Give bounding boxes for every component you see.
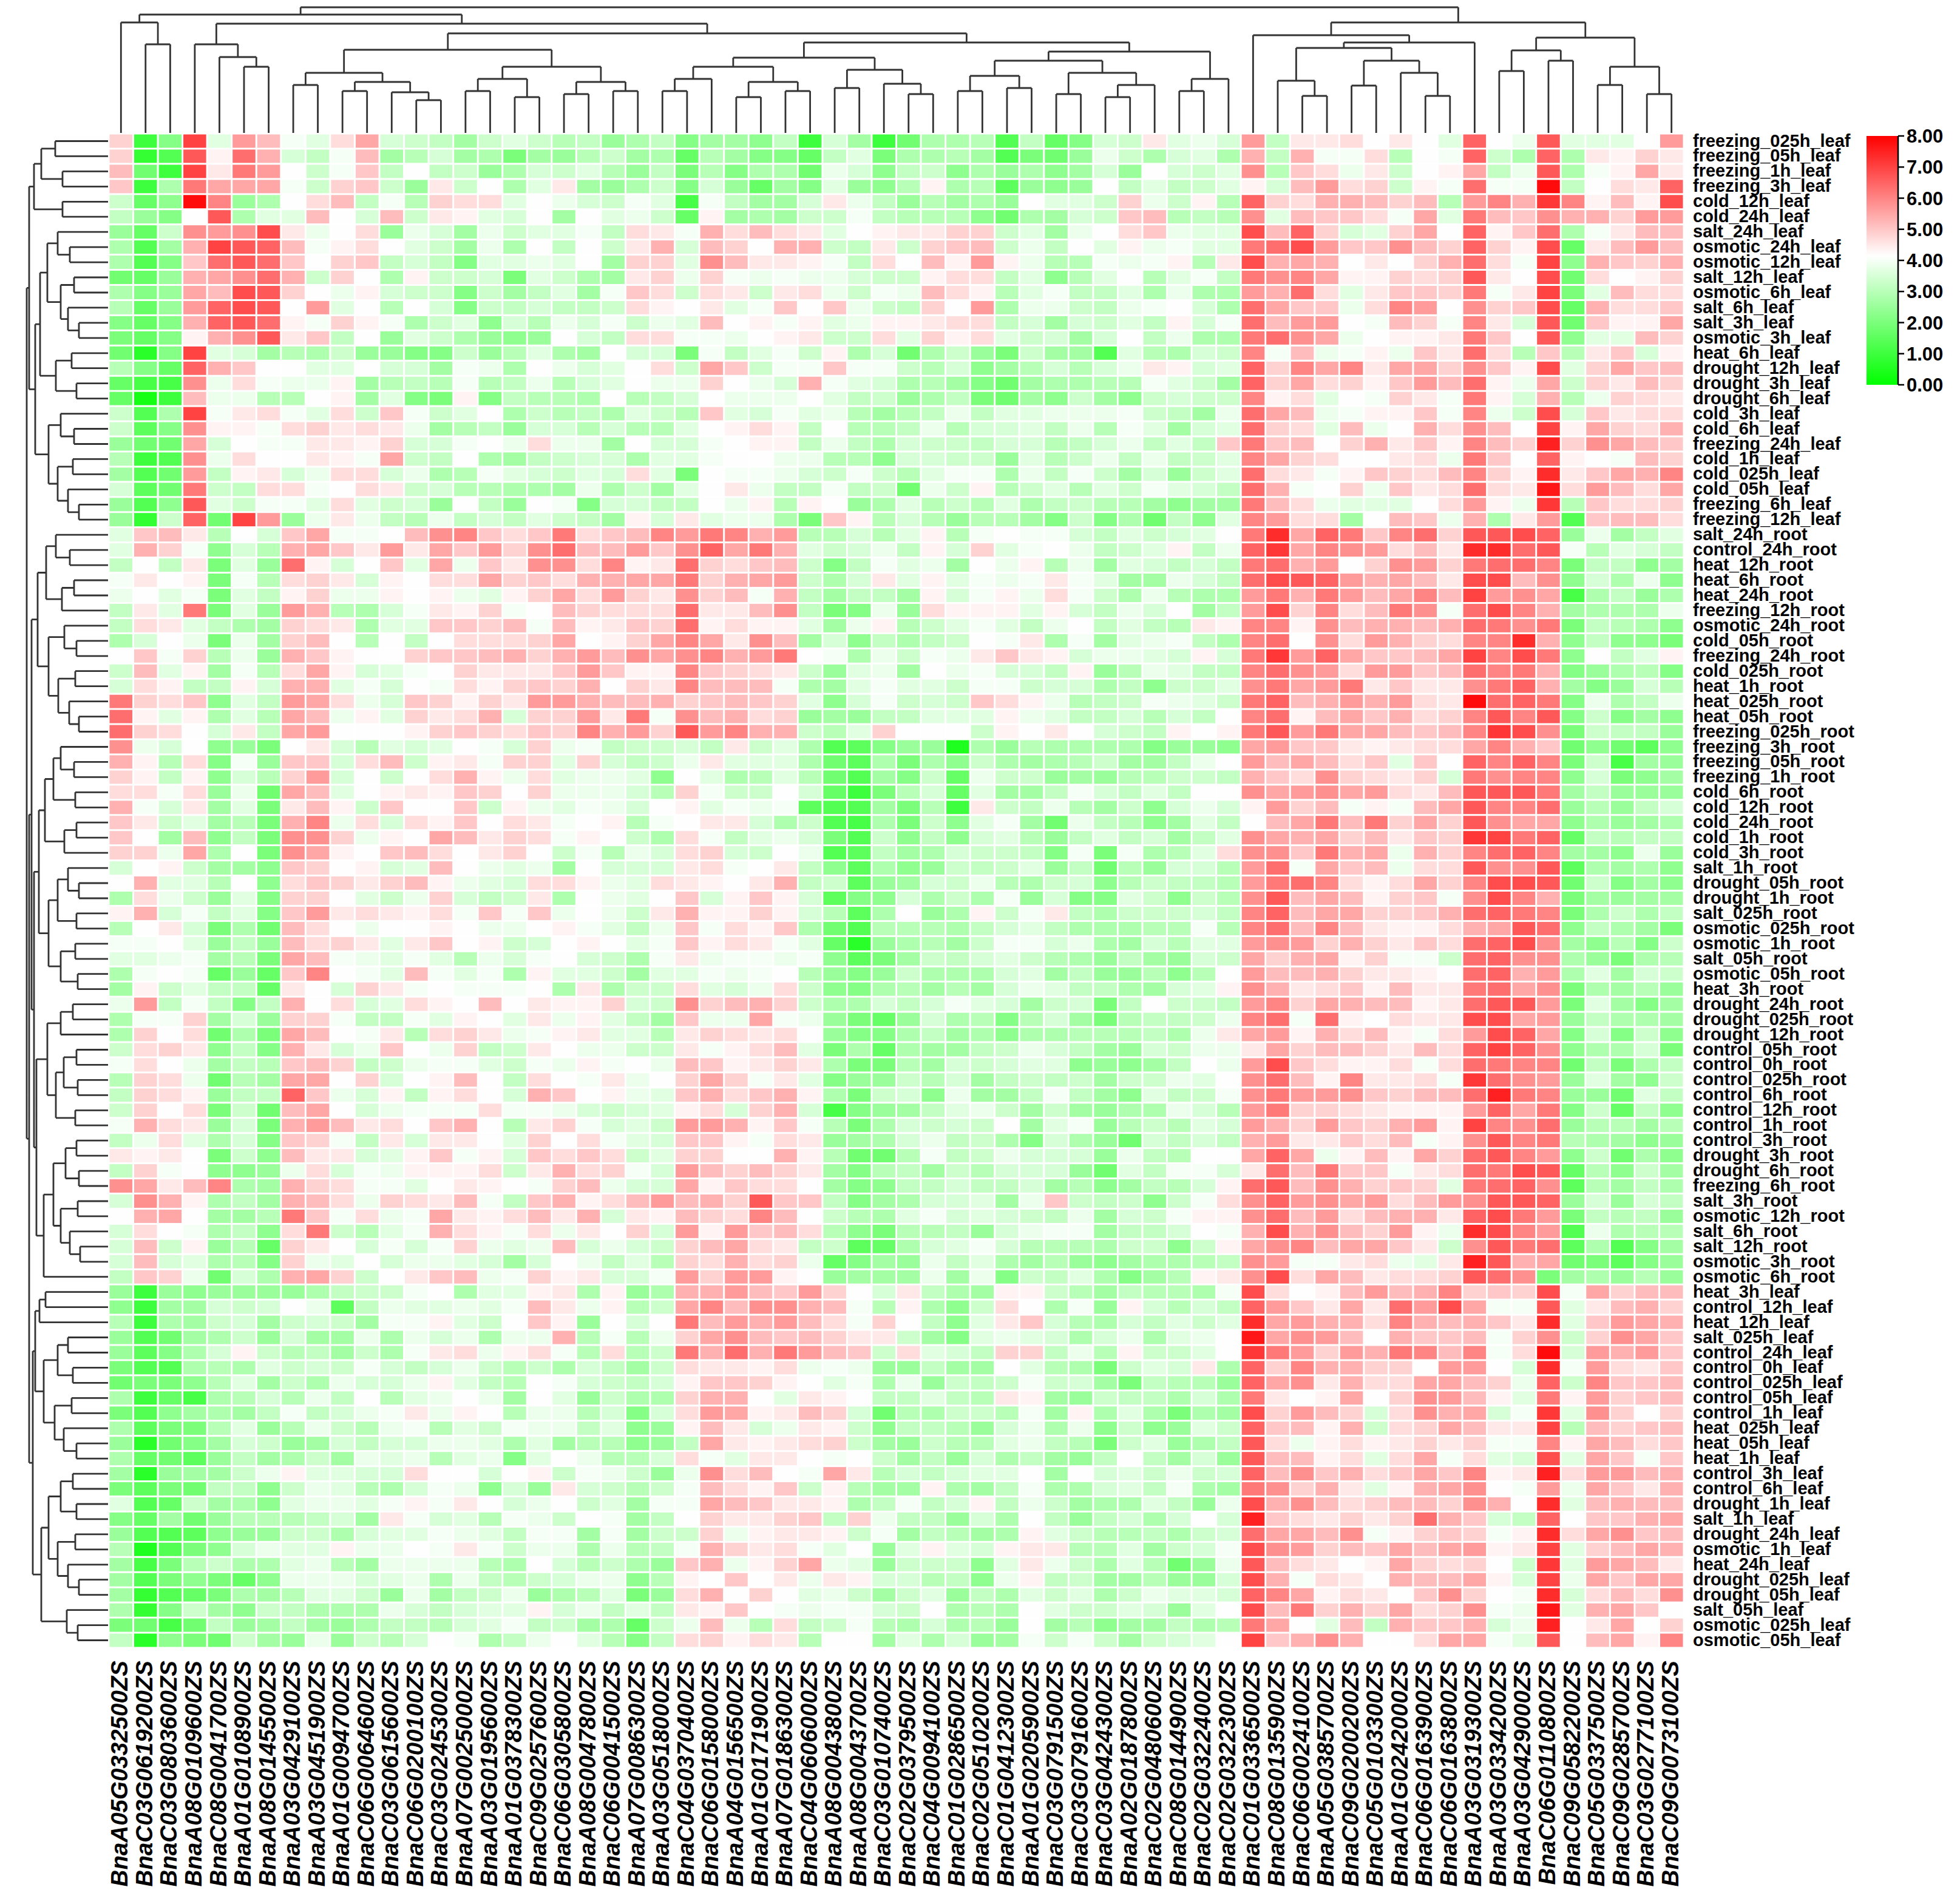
svg-text:BnaC03G0245300ZS: BnaC03G0245300ZS bbox=[426, 1661, 452, 1887]
svg-text:2.00: 2.00 bbox=[1907, 313, 1943, 334]
svg-text:BnaC02G0322300ZS: BnaC02G0322300ZS bbox=[1214, 1661, 1240, 1887]
svg-text:BnaC06G0163900ZS: BnaC06G0163900ZS bbox=[1411, 1661, 1437, 1887]
svg-text:BnaC02G0510200ZS: BnaC02G0510200ZS bbox=[968, 1661, 994, 1887]
svg-text:BnaA03G0518000ZS: BnaA03G0518000ZS bbox=[648, 1661, 674, 1887]
svg-text:BnaC06G0110800ZS: BnaC06G0110800ZS bbox=[1534, 1661, 1560, 1885]
svg-text:BnaA01G0242000ZS: BnaA01G0242000ZS bbox=[1386, 1661, 1412, 1887]
svg-text:osmotic_05h_leaf: osmotic_05h_leaf bbox=[1693, 1630, 1841, 1650]
svg-text:BnaC06G0064600ZS: BnaC06G0064600ZS bbox=[353, 1661, 379, 1887]
svg-text:BnaA02G0187800ZS: BnaA02G0187800ZS bbox=[1116, 1661, 1142, 1887]
svg-text:BnaC06G0163800ZS: BnaC06G0163800ZS bbox=[1436, 1661, 1462, 1887]
svg-text:BnaC03G0615600ZS: BnaC03G0615600ZS bbox=[377, 1661, 403, 1887]
svg-text:BnaA03G0429100ZS: BnaA03G0429100ZS bbox=[279, 1661, 305, 1887]
svg-text:BnaC09G0200200ZS: BnaC09G0200200ZS bbox=[1337, 1661, 1363, 1887]
svg-text:6.00: 6.00 bbox=[1907, 188, 1943, 209]
svg-text:BnaC06G0041500ZS: BnaC06G0041500ZS bbox=[599, 1661, 625, 1887]
svg-text:BnaA07G0186300ZS: BnaA07G0186300ZS bbox=[771, 1661, 797, 1887]
svg-text:BnaA08G0109600ZS: BnaA08G0109600ZS bbox=[180, 1661, 206, 1887]
svg-text:3.00: 3.00 bbox=[1907, 281, 1943, 302]
svg-text:BnaA01G0378300ZS: BnaA01G0378300ZS bbox=[500, 1661, 526, 1887]
svg-text:BnaC08G0135900ZS: BnaC08G0135900ZS bbox=[1263, 1661, 1289, 1887]
svg-text:BnaA03G0451900ZS: BnaA03G0451900ZS bbox=[303, 1661, 330, 1887]
svg-text:BnaC04G0094100ZS: BnaC04G0094100ZS bbox=[918, 1661, 944, 1887]
svg-text:BnaC06G0158000ZS: BnaC06G0158000ZS bbox=[697, 1661, 723, 1887]
svg-text:BnaA04G0156500ZS: BnaA04G0156500ZS bbox=[722, 1661, 748, 1887]
svg-text:BnaC03G0424300ZS: BnaC03G0424300ZS bbox=[1091, 1661, 1117, 1887]
svg-text:BnaA07G0086300ZS: BnaA07G0086300ZS bbox=[623, 1661, 649, 1887]
svg-text:BnaA05G0385700ZS: BnaA05G0385700ZS bbox=[1312, 1661, 1338, 1887]
svg-text:BnaC05G0103300ZS: BnaC05G0103300ZS bbox=[1361, 1661, 1388, 1887]
svg-text:BnaA01G0205900ZS: BnaA01G0205900ZS bbox=[1017, 1661, 1043, 1887]
svg-text:BnaC08G0041700ZS: BnaC08G0041700ZS bbox=[205, 1661, 231, 1887]
svg-text:BnaC09G0582200ZS: BnaC09G0582200ZS bbox=[1559, 1661, 1585, 1887]
svg-text:BnaA08G0043700ZS: BnaA08G0043700ZS bbox=[845, 1661, 871, 1887]
svg-text:BnaC04G0370400ZS: BnaC04G0370400ZS bbox=[673, 1661, 699, 1887]
svg-text:BnaC03G0619200ZS: BnaC03G0619200ZS bbox=[131, 1661, 157, 1887]
svg-text:BnaC03G0791500ZS: BnaC03G0791500ZS bbox=[1042, 1661, 1068, 1887]
svg-text:0.00: 0.00 bbox=[1907, 374, 1943, 396]
svg-text:BnaC02G0480600ZS: BnaC02G0480600ZS bbox=[1140, 1661, 1166, 1887]
svg-text:BnaC06G0200100ZS: BnaC06G0200100ZS bbox=[402, 1661, 428, 1887]
svg-text:BnaA03G0195600ZS: BnaA03G0195600ZS bbox=[476, 1661, 502, 1887]
svg-text:BnaC03G0277100ZS: BnaC03G0277100ZS bbox=[1632, 1661, 1658, 1887]
svg-text:BnaC04G0606000ZS: BnaC04G0606000ZS bbox=[796, 1661, 822, 1887]
svg-text:BnaA03G0429000ZS: BnaA03G0429000ZS bbox=[1509, 1661, 1535, 1887]
svg-text:BnaC03G0803600ZS: BnaC03G0803600ZS bbox=[155, 1661, 181, 1887]
svg-text:BnaC01G0286500ZS: BnaC01G0286500ZS bbox=[943, 1661, 969, 1887]
svg-text:BnaA07G0025000ZS: BnaA07G0025000ZS bbox=[451, 1661, 477, 1887]
svg-text:BnaC05G0337500ZS: BnaC05G0337500ZS bbox=[1583, 1661, 1609, 1887]
svg-text:BnaC06G0024100ZS: BnaC06G0024100ZS bbox=[1288, 1661, 1314, 1887]
svg-text:BnaA05G0332500ZS: BnaA05G0332500ZS bbox=[106, 1661, 132, 1887]
svg-text:BnaC01G0412300ZS: BnaC01G0412300ZS bbox=[992, 1661, 1019, 1887]
svg-text:BnaA03G0319300ZS: BnaA03G0319300ZS bbox=[1460, 1661, 1486, 1887]
svg-text:BnaC08G0144900ZS: BnaC08G0144900ZS bbox=[1165, 1661, 1191, 1887]
svg-text:BnaC01G0336500ZS: BnaC01G0336500ZS bbox=[1238, 1661, 1264, 1887]
svg-text:1.00: 1.00 bbox=[1907, 344, 1943, 365]
svg-text:BnaA03G0334200ZS: BnaA03G0334200ZS bbox=[1485, 1661, 1511, 1887]
svg-text:BnaC09G0073100ZS: BnaC09G0073100ZS bbox=[1657, 1661, 1683, 1887]
svg-text:BnaC09G0257600ZS: BnaC09G0257600ZS bbox=[525, 1661, 551, 1887]
svg-text:BnaA08G0047800ZS: BnaA08G0047800ZS bbox=[574, 1661, 600, 1887]
svg-text:8.00: 8.00 bbox=[1907, 126, 1943, 147]
svg-text:BnaC02G0322400ZS: BnaC02G0322400ZS bbox=[1189, 1661, 1215, 1887]
svg-text:BnaC09G0285700ZS: BnaC09G0285700ZS bbox=[1608, 1661, 1634, 1887]
svg-text:BnaA01G0171900ZS: BnaA01G0171900ZS bbox=[747, 1661, 773, 1887]
svg-text:BnaA08G0145500ZS: BnaA08G0145500ZS bbox=[254, 1661, 280, 1887]
svg-text:5.00: 5.00 bbox=[1907, 219, 1943, 240]
svg-text:7.00: 7.00 bbox=[1907, 157, 1943, 178]
svg-text:BnaC03G0107400ZS: BnaC03G0107400ZS bbox=[869, 1661, 895, 1887]
svg-text:4.00: 4.00 bbox=[1907, 250, 1943, 271]
svg-text:BnaC06G0305800ZS: BnaC06G0305800ZS bbox=[549, 1661, 575, 1887]
svg-text:BnaC03G0791600ZS: BnaC03G0791600ZS bbox=[1066, 1661, 1093, 1887]
svg-text:BnaA01G0094700ZS: BnaA01G0094700ZS bbox=[328, 1661, 354, 1887]
svg-text:BnaC02G0379500ZS: BnaC02G0379500ZS bbox=[894, 1661, 920, 1887]
svg-text:BnaA01G0108900ZS: BnaA01G0108900ZS bbox=[229, 1661, 256, 1887]
svg-text:BnaA08G0043800ZS: BnaA08G0043800ZS bbox=[820, 1661, 846, 1887]
